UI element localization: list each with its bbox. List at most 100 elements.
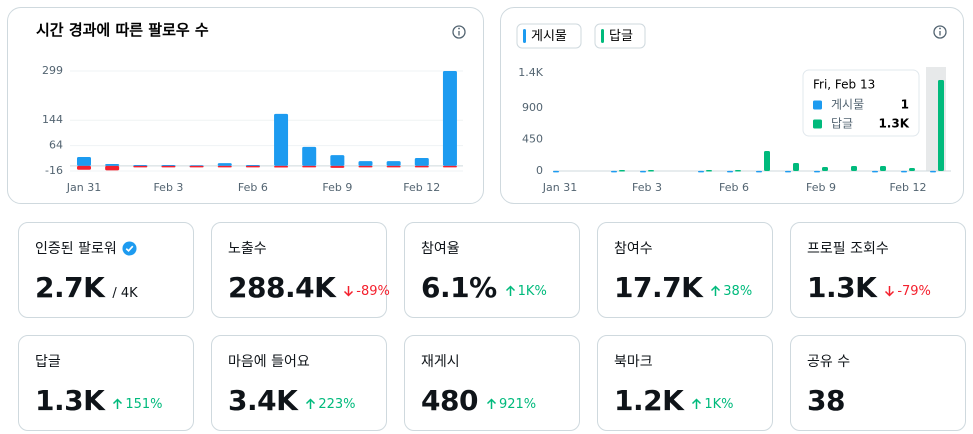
stat-card: 프로필 조회수 1.3K -79% — [790, 222, 966, 318]
bar — [785, 170, 791, 173]
bar — [189, 165, 204, 168]
trend-arrow — [885, 286, 895, 297]
y-tick-label: 1.4K — [518, 66, 543, 79]
bar — [727, 170, 733, 173]
tooltip-box — [802, 69, 920, 137]
bar — [105, 164, 120, 166]
stat-value: 17.7K — [614, 271, 703, 304]
stat-label-row: 답글 — [35, 350, 177, 372]
chart-title: 시간 경과에 따른 팔로우 수 — [36, 21, 209, 39]
bar — [414, 157, 429, 166]
bar — [302, 165, 317, 168]
chart-panel: 게시물 답글 0 450 900 1.4K Jan 31 Feb 3 Feb 6 Feb 9 Feb… — [500, 7, 964, 204]
tooltip-label: 답글 — [831, 117, 853, 131]
bar — [851, 166, 857, 171]
stat-card: 노출수 288.4K -89% — [211, 222, 390, 318]
bar — [77, 157, 91, 166]
bar — [640, 170, 646, 173]
stat-row: 1.2K 1K% — [614, 384, 756, 417]
bar — [793, 162, 799, 171]
bar — [938, 80, 944, 171]
y-tick-label: 900 — [522, 101, 543, 114]
stat-label: 프로필 조회수 — [807, 241, 889, 257]
x-tick-label: Feb 12 — [403, 181, 440, 194]
trend-arrow — [344, 286, 354, 297]
stat-change: -79% — [884, 284, 931, 299]
y-tick-label: -16 — [45, 164, 63, 177]
tooltip-value: 1 — [901, 98, 909, 112]
stat-row: 480 921% — [421, 384, 563, 417]
x-tick-label: Feb 9 — [806, 181, 836, 194]
bar — [880, 166, 886, 171]
stat-label: 노출수 — [228, 241, 267, 257]
stat-label-row: 프로필 조회수 — [807, 237, 949, 259]
change-text: 921% — [498, 396, 537, 412]
chart-panel: 시간 경과에 따른 팔로우 수 -16 64 144 299 Jan 31 Feb 3 Fe… — [7, 7, 484, 204]
tooltip-title: Fri, Feb 13 — [813, 78, 875, 92]
stat-cards: 인증된 팔로워 2.7K/ 4K 노출수 288.4K -89% 참여율 6.1% 1K% 참여… — [18, 222, 966, 431]
stat-value: 2.7K — [35, 271, 105, 304]
stat-row: 288.4K -89% — [228, 271, 390, 304]
bar — [274, 113, 289, 166]
bar — [764, 151, 770, 171]
bar — [302, 146, 317, 166]
info-icon[interactable] — [452, 25, 466, 39]
stat-label: 공유 수 — [807, 354, 851, 370]
bar — [619, 170, 625, 172]
stat-value: 480 — [421, 384, 478, 417]
bar — [553, 170, 559, 173]
stat-value: 1.3K — [807, 271, 877, 304]
legend-label: 게시물 — [531, 29, 567, 44]
stat-row: 2.7K / 4K — [35, 271, 177, 304]
trend-arrow — [486, 398, 496, 409]
stat-card: 참여수 17.7K 38% — [597, 222, 773, 318]
legend-chip — [516, 23, 582, 49]
info-icon[interactable] — [933, 25, 947, 39]
stat-card: 재게시 480 921% — [404, 335, 580, 431]
arrow-path — [486, 398, 496, 409]
change-text: 1K% — [517, 283, 547, 299]
arrow-path — [505, 285, 515, 296]
bar — [442, 71, 457, 166]
stat-value: 1.2K — [614, 384, 684, 417]
badge-circle — [122, 240, 137, 256]
stat-value: 6.1% — [421, 271, 497, 304]
stat-card: 참여율 6.1% 1K% — [404, 222, 580, 318]
stat-change: 921% — [486, 397, 536, 412]
stat-label-row: 재게시 — [421, 350, 563, 372]
bar — [274, 165, 289, 168]
stat-change: 223% — [305, 397, 355, 412]
verified-badge — [122, 240, 137, 256]
y-tick-label: 0 — [536, 164, 543, 177]
stat-value: 1.3K — [35, 384, 105, 417]
stat-label-row: 참여율 — [421, 237, 563, 259]
tooltip-label: 게시물 — [831, 98, 864, 112]
tooltip-swatch — [813, 119, 822, 129]
stat-label-row: 인증된 팔로워 — [35, 237, 177, 259]
badge-check — [125, 245, 134, 252]
bar — [105, 165, 120, 171]
bar — [901, 170, 907, 173]
bar — [330, 155, 345, 166]
bar — [735, 170, 741, 172]
tooltip-swatch — [813, 100, 822, 110]
arrow-path — [344, 286, 354, 297]
stat-row: 3.4K 223% — [228, 384, 370, 417]
arrow-path — [711, 285, 721, 296]
stat-change: 1K% — [691, 397, 733, 412]
x-tick-label: Feb 6 — [719, 181, 749, 194]
bar — [161, 165, 176, 168]
stat-row: 17.7K 38% — [614, 271, 756, 304]
stat-card: 마음에 들어요 3.4K 223% — [211, 335, 387, 431]
stat-value: 288.4K — [228, 271, 336, 304]
bar — [77, 165, 91, 170]
bar — [698, 170, 704, 173]
stat-label-row: 마음에 들어요 — [228, 350, 370, 372]
tooltip-value: 1.3K — [878, 117, 909, 131]
stat-label: 답글 — [35, 354, 61, 370]
bar — [756, 170, 762, 173]
trend-arrow — [692, 398, 702, 409]
bar — [133, 165, 148, 168]
